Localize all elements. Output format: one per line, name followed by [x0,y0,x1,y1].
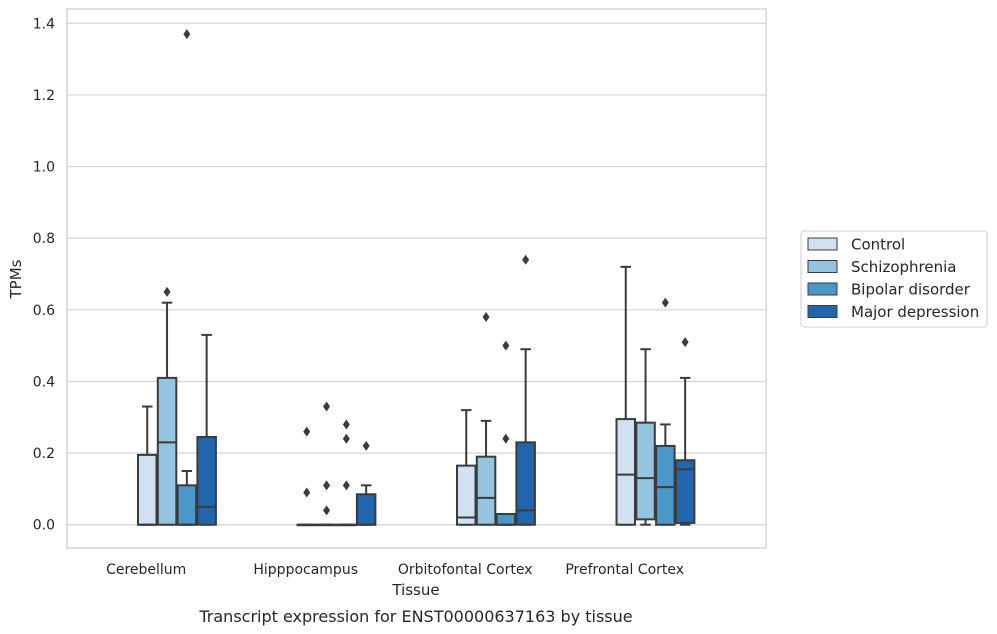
legend: Control Schizophrenia Bipolar disorder Majo… [800,230,988,328]
box [515,441,536,526]
legend-frame [800,230,988,328]
legend-swatch [807,260,838,273]
y-tick-label: 0.8 [33,231,55,247]
box [615,418,636,526]
legend-label: Control [851,236,905,254]
grid-lines [67,22,766,526]
box-major-depression [515,254,536,526]
outlier-point [661,297,669,308]
box-schizophrenia [156,286,178,526]
outlier-point [681,337,689,348]
box [456,464,477,526]
y-tick-label: 0.4 [33,374,55,390]
outlier-point [482,312,490,322]
box [495,512,517,526]
legend-swatch [807,237,838,251]
chart-caption: Transcript expression for ENST0000063716… [198,607,632,626]
box-schizophrenia [316,401,337,527]
x-axis-title: Tissue [391,581,439,599]
box-bipolar-disorder [336,419,357,527]
outlier-point [323,505,331,516]
outlier-point [163,286,171,297]
box [674,459,696,524]
box [355,493,377,526]
box-schizophrenia [635,348,656,526]
box-control [456,409,477,526]
legend-swatch [807,305,838,318]
box-control [137,405,158,526]
x-tick-label: Prefrontal Cortex [565,562,684,578]
box [635,421,656,521]
outlier-point [323,480,331,491]
outlier-point [323,401,331,412]
y-axis-title: TPMs [7,259,25,299]
box [176,484,198,526]
y-tick-label: 1.2 [33,88,55,104]
box-bipolar-disorder [495,340,517,526]
box-bipolar-disorder [176,29,198,526]
outlier-point [362,440,370,451]
outlier-point [522,254,530,265]
outlier-point [502,340,510,351]
legend-label: Schizophrenia [851,258,956,276]
plot-area [137,29,696,527]
box-major-depression [674,337,696,526]
x-tick-label: Cerebellum [106,562,186,578]
outlier-point [502,433,510,444]
box [137,453,158,526]
outlier-point [303,426,311,437]
box-major-depression [355,440,377,526]
y-tick-label: 0.6 [33,303,55,319]
box-schizophrenia [475,312,497,526]
box [475,455,497,526]
y-tick-label: 1.4 [33,16,55,32]
plot-frame [66,8,767,549]
legend-label: Major depression [851,303,979,321]
y-axis-ticks: 0.0 0.2 0.4 0.6 0.8 1.0 1.2 1.4 [33,16,55,533]
y-tick-label: 1.0 [33,160,55,176]
y-tick-label: 0.2 [33,446,55,462]
y-tick-label: 0.0 [33,518,55,534]
x-tick-label: Orbitofontal Cortex [398,562,533,578]
outlier-point [342,433,350,444]
legend-label: Bipolar disorder [851,281,971,299]
x-tick-label: Hipppocampus [253,562,358,578]
box [156,376,178,526]
outlier-point [342,419,350,430]
box-major-depression [196,333,217,526]
box-control [296,426,317,527]
outlier-point [183,29,191,40]
x-axis-ticks: Cerebellum Hipppocampus Orbitofontal Corte… [106,562,684,578]
box [655,444,676,526]
outlier-point [303,487,311,498]
box [196,435,217,526]
box-bipolar-disorder [655,297,676,526]
legend-swatch [807,282,838,296]
outlier-point [342,480,350,491]
box-control [615,265,636,526]
